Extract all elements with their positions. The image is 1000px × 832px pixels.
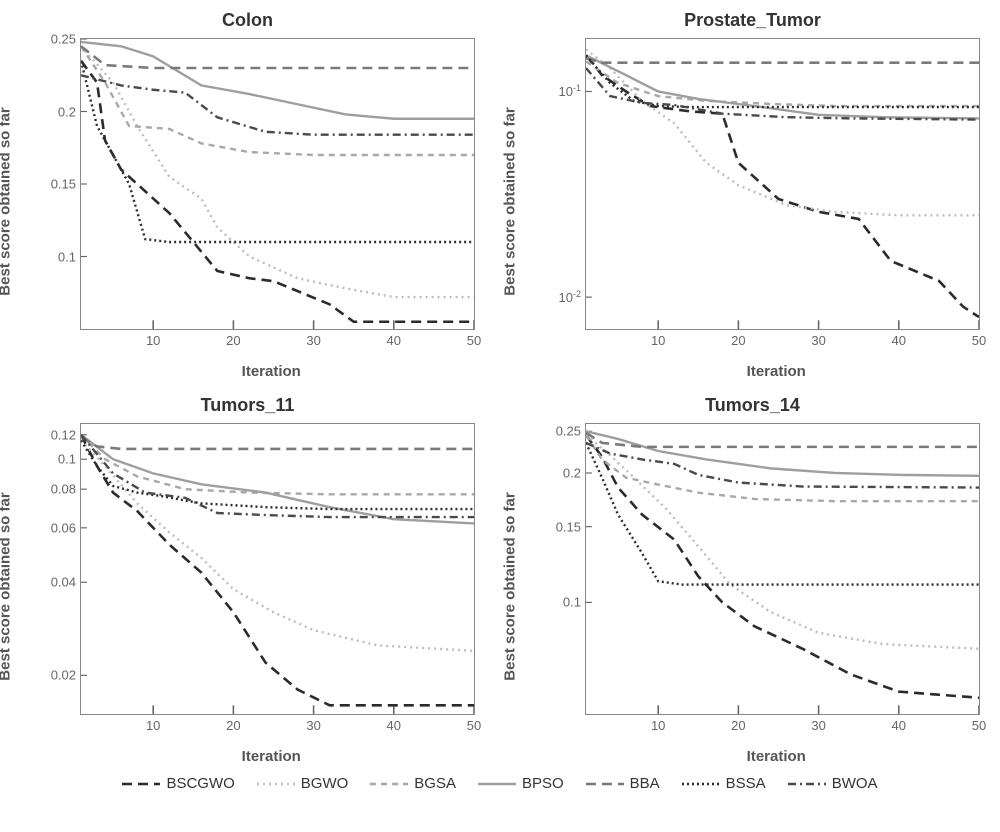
- series-bwoa: [586, 68, 979, 120]
- series-bscgwo: [81, 435, 474, 706]
- x-tick-label: 40: [387, 718, 401, 733]
- x-tick-label: 20: [226, 333, 240, 348]
- x-axis-label: Iteration: [747, 748, 806, 765]
- legend-swatch: [788, 777, 826, 791]
- y-tick-label: 10-1: [559, 83, 581, 99]
- y-tick-label: 0.25: [556, 424, 581, 439]
- x-tick-label: 30: [811, 333, 825, 348]
- legend-label: BWOA: [832, 775, 878, 792]
- series-bscgwo: [586, 55, 979, 317]
- chart-panel: Prostate_TumorBest score obtained so far…: [515, 10, 990, 375]
- legend-item: BGSA: [370, 775, 456, 792]
- x-tick-label: 50: [972, 718, 986, 733]
- legend-swatch: [122, 777, 160, 791]
- x-tick-label: 30: [306, 333, 320, 348]
- y-tick-label: 0.06: [51, 520, 76, 535]
- y-tick-label: 0.2: [58, 104, 76, 119]
- series-bpso: [81, 42, 474, 119]
- x-tick-label: 40: [892, 333, 906, 348]
- y-tick-label: 0.1: [58, 249, 76, 264]
- x-tick-label: 10: [651, 718, 665, 733]
- x-tick-label: 50: [972, 333, 986, 348]
- y-axis-label: Best score obtained so far: [0, 492, 14, 680]
- panel-title: Colon: [222, 10, 273, 31]
- chart-panel: Tumors_11Best score obtained so farItera…: [10, 395, 485, 760]
- y-tick-label: 10-2: [559, 289, 581, 305]
- legend-label: BBA: [630, 775, 660, 792]
- y-tick-label: 0.2: [563, 465, 581, 480]
- y-tick-label: 0.02: [51, 668, 76, 683]
- x-axis-label: Iteration: [242, 748, 301, 765]
- chart-panel: ColonBest score obtained so farIteration…: [10, 10, 485, 375]
- x-axis-label: Iteration: [242, 363, 301, 380]
- legend-label: BSCGWO: [166, 775, 234, 792]
- plot-area: 10-110-21020304050: [585, 38, 980, 330]
- plot-area: 0.120.10.080.060.040.021020304050: [80, 423, 475, 715]
- series-bgsa: [81, 435, 474, 495]
- legend: BSCGWO BGWO BGSA BPSO BBA BSSA BWOA: [10, 775, 990, 792]
- series-bba: [586, 58, 979, 62]
- legend-item: BWOA: [788, 775, 878, 792]
- series-bssa: [81, 440, 474, 509]
- series-bba: [586, 433, 979, 447]
- y-tick-label: 0.1: [58, 452, 76, 467]
- x-tick-label: 40: [892, 718, 906, 733]
- series-bgwo: [586, 50, 979, 216]
- x-tick-label: 30: [811, 718, 825, 733]
- legend-swatch: [682, 777, 720, 791]
- series-bba: [81, 437, 474, 449]
- series-bwoa: [81, 435, 474, 517]
- x-tick-label: 50: [467, 718, 481, 733]
- legend-item: BSSA: [682, 775, 766, 792]
- legend-swatch: [478, 777, 516, 791]
- x-tick-label: 10: [146, 718, 160, 733]
- legend-label: BSSA: [726, 775, 766, 792]
- y-tick-label: 0.15: [556, 519, 581, 534]
- y-tick-label: 0.15: [51, 177, 76, 192]
- legend-item: BSCGWO: [122, 775, 234, 792]
- y-tick-label: 0.04: [51, 575, 76, 590]
- legend-swatch: [370, 777, 408, 791]
- legend-swatch: [586, 777, 624, 791]
- x-tick-label: 10: [146, 333, 160, 348]
- x-axis-label: Iteration: [747, 363, 806, 380]
- legend-label: BPSO: [522, 775, 564, 792]
- y-axis-label: Best score obtained so far: [502, 492, 519, 680]
- x-tick-label: 20: [731, 718, 745, 733]
- y-tick-label: 0.12: [51, 427, 76, 442]
- y-axis-label: Best score obtained so far: [0, 107, 14, 295]
- y-axis-label: Best score obtained so far: [502, 107, 519, 295]
- y-tick-label: 0.1: [563, 595, 581, 610]
- series-bssa: [586, 443, 979, 585]
- legend-swatch: [257, 777, 295, 791]
- plot-area: 0.250.20.150.11020304050: [585, 423, 980, 715]
- series-bpso: [586, 55, 979, 118]
- x-tick-label: 40: [387, 333, 401, 348]
- chart-panel: Tumors_14Best score obtained so farItera…: [515, 395, 990, 760]
- legend-label: BGSA: [414, 775, 456, 792]
- x-tick-label: 50: [467, 333, 481, 348]
- series-bgwo: [81, 440, 474, 650]
- x-tick-label: 30: [306, 718, 320, 733]
- series-bba: [81, 46, 474, 68]
- panel-title: Prostate_Tumor: [684, 10, 821, 31]
- legend-item: BGWO: [257, 775, 349, 792]
- series-bpso: [586, 431, 979, 475]
- plot-area: 0.250.20.150.11020304050: [80, 38, 475, 330]
- panel-title: Tumors_11: [201, 395, 295, 416]
- panel-title: Tumors_14: [705, 395, 800, 416]
- series-bgwo: [81, 46, 474, 297]
- x-tick-label: 10: [651, 333, 665, 348]
- legend-item: BPSO: [478, 775, 564, 792]
- x-tick-label: 20: [731, 333, 745, 348]
- legend-item: BBA: [586, 775, 660, 792]
- y-tick-label: 0.08: [51, 482, 76, 497]
- y-tick-label: 0.25: [51, 32, 76, 47]
- series-bgwo: [586, 435, 979, 649]
- legend-label: BGWO: [301, 775, 349, 792]
- x-tick-label: 20: [226, 718, 240, 733]
